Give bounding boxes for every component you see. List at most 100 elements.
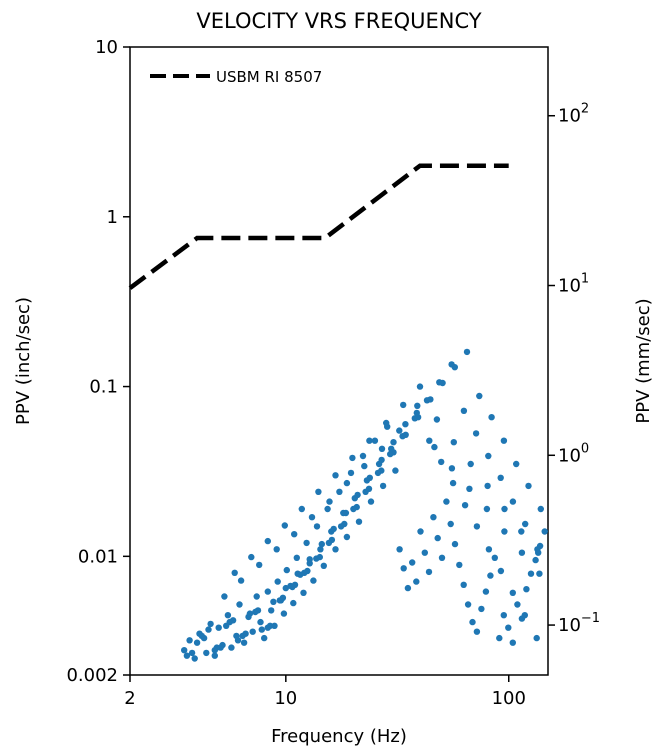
data-point (409, 559, 416, 566)
data-point (264, 588, 271, 595)
data-point (337, 523, 345, 530)
data-point (343, 533, 351, 541)
data-point (413, 409, 420, 417)
data-point (513, 460, 520, 468)
data-point (274, 578, 281, 585)
data-point (313, 523, 321, 530)
data-point (281, 522, 288, 529)
data-point (300, 589, 307, 596)
data-point (464, 601, 472, 608)
data-point (463, 348, 471, 356)
data-point (532, 556, 539, 564)
data-point (467, 460, 474, 468)
data-point (396, 546, 403, 553)
data-point (188, 649, 196, 657)
data-point (541, 528, 548, 535)
data-point (450, 439, 457, 446)
y-right-tick-label: 102 (558, 102, 589, 127)
data-point (256, 561, 263, 569)
data-point (421, 549, 428, 556)
data-point (411, 415, 418, 422)
data-point (211, 647, 218, 654)
data-point (347, 469, 355, 477)
data-point (523, 586, 530, 593)
data-point (355, 518, 363, 525)
data-point (342, 509, 350, 517)
data-point (248, 553, 255, 561)
data-point (434, 534, 441, 542)
y-axis-left: 0.002 0.01 0.1 1 10 (66, 37, 130, 686)
data-point (466, 485, 473, 492)
data-point (268, 607, 275, 614)
guideline-line (128, 163, 509, 290)
data-point (374, 469, 382, 477)
data-point (491, 554, 498, 561)
data-point (276, 597, 283, 604)
chart-title: VELOCITY VRS FREQUENCY (196, 9, 481, 33)
data-point (400, 565, 407, 572)
data-point (306, 556, 313, 563)
data-point (303, 539, 310, 547)
data-point (426, 437, 433, 444)
data-point (417, 528, 424, 535)
plot-frame (129, 46, 549, 676)
data-point (433, 416, 441, 423)
data-point (183, 652, 191, 659)
data-point (258, 626, 265, 633)
data-point (473, 523, 481, 530)
data-point (533, 634, 540, 642)
data-point (527, 570, 535, 577)
data-point (282, 584, 289, 592)
data-point (438, 458, 445, 466)
x-axis: 2 10 100 (124, 675, 526, 709)
data-point (461, 502, 469, 509)
data-point (186, 637, 193, 644)
data-point (326, 498, 333, 505)
legend: USBM RI 8507 (150, 68, 322, 86)
data-point (525, 482, 532, 490)
data-point (505, 624, 512, 631)
data-point (496, 634, 503, 642)
data-point (264, 624, 271, 631)
data-point (320, 562, 327, 569)
data-point (290, 599, 297, 607)
data-point (497, 474, 504, 481)
x-tick-label: 2 (124, 688, 135, 709)
data-point (378, 445, 386, 452)
data-point (231, 569, 238, 576)
data-point (537, 505, 544, 513)
data-point (460, 581, 467, 588)
data-point (332, 546, 339, 553)
y-axis-label-left: PPV (inch/sec) (13, 297, 34, 425)
data-point (378, 456, 385, 464)
data-point (473, 628, 481, 635)
data-point (264, 537, 271, 545)
data-point (198, 632, 205, 640)
data-point (500, 437, 508, 444)
data-point (478, 605, 485, 613)
data-point (349, 454, 356, 462)
data-point (476, 392, 483, 400)
data-point (522, 520, 529, 528)
data-point (485, 546, 493, 553)
data-point (413, 578, 420, 585)
data-point (400, 401, 407, 409)
data-point (239, 632, 246, 640)
data-point (488, 414, 495, 421)
data-point (325, 539, 333, 547)
data-point (249, 628, 256, 635)
data-point (237, 577, 245, 584)
y-right-tick-label: 10−1 (558, 611, 600, 636)
y-axis-right: 10−1 100 101 102 (548, 102, 600, 636)
data-point (332, 472, 339, 479)
data-point (191, 655, 198, 662)
data-point (271, 622, 278, 629)
data-point (425, 568, 433, 576)
data-point (497, 567, 505, 575)
data-point (289, 583, 296, 591)
data-point (383, 419, 390, 427)
data-point (431, 443, 438, 451)
data-point (221, 593, 228, 600)
data-point (324, 505, 331, 513)
y-right-tick-label: 101 (558, 272, 589, 297)
